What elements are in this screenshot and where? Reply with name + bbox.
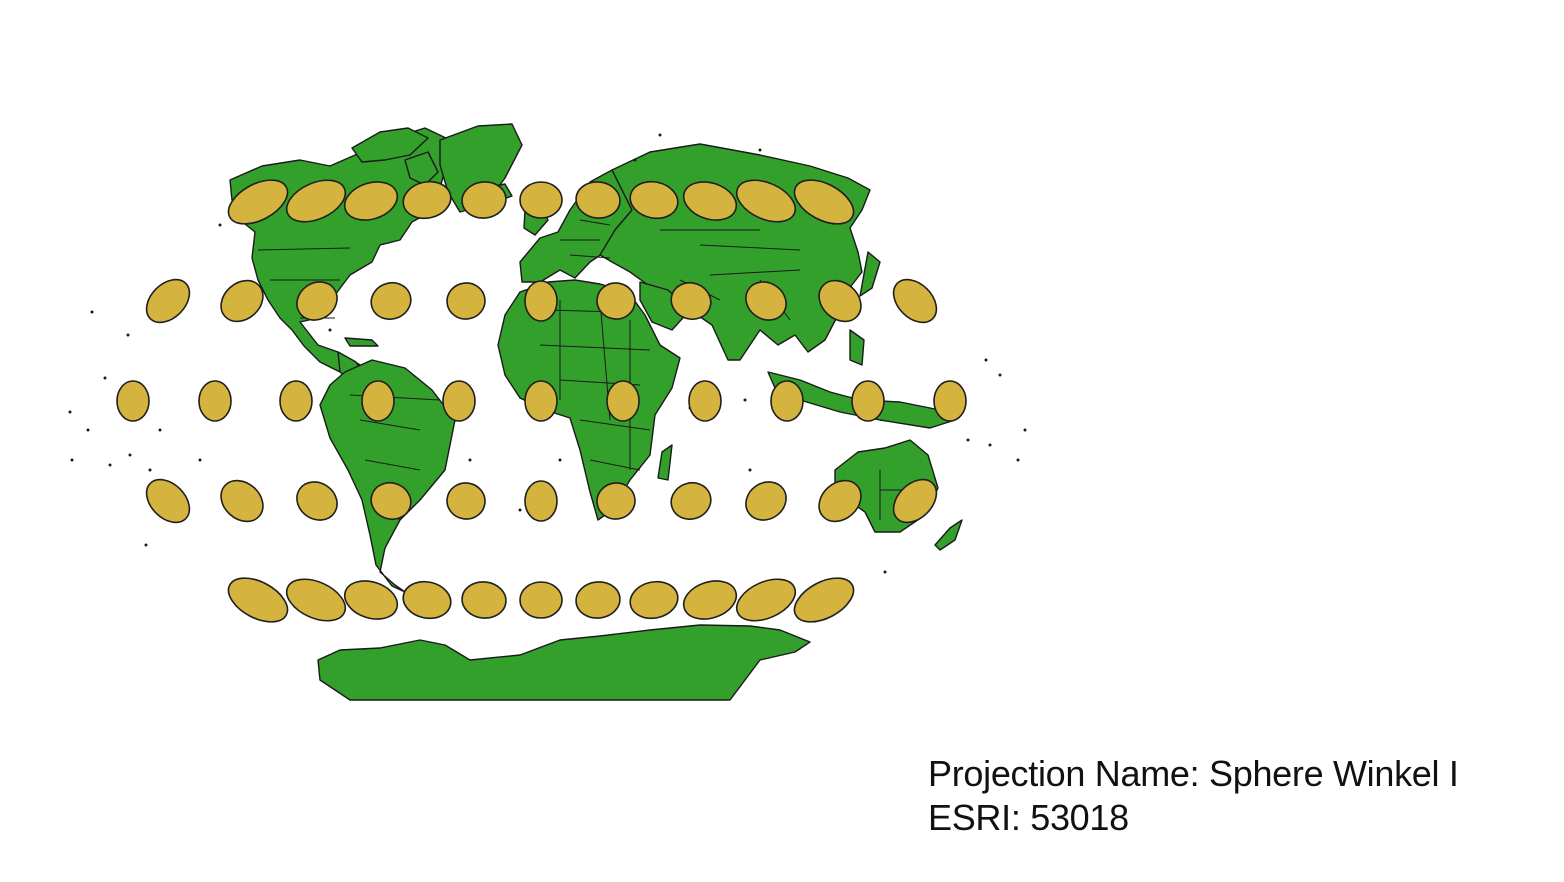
tissot-indicatrix bbox=[227, 577, 289, 623]
projection-caption: Projection Name: Sphere Winkel I ESRI: 5… bbox=[928, 752, 1459, 840]
tissot-indicatrix bbox=[575, 181, 621, 219]
caribbean-islands bbox=[344, 337, 379, 347]
tissot-indicatrix bbox=[735, 179, 797, 223]
tissot-indicatrix bbox=[818, 279, 862, 323]
tissot-indicatrix bbox=[524, 280, 558, 322]
tissot-indicatrix bbox=[524, 480, 558, 522]
tissot-indicatrix bbox=[524, 380, 558, 422]
tissot-indicatrix bbox=[296, 281, 338, 321]
philippines bbox=[849, 329, 865, 366]
japan bbox=[859, 251, 881, 297]
tissot-indicatrix bbox=[606, 380, 640, 422]
tissot-indicatrix bbox=[519, 581, 563, 619]
tissot-indicatrix bbox=[793, 179, 855, 225]
tissot-indicatrix bbox=[220, 279, 264, 323]
tissot-indicatrix bbox=[629, 180, 679, 220]
tissot-indicatrix bbox=[227, 179, 289, 225]
tissot-indicatrix bbox=[361, 380, 395, 422]
tissot-indicatrix bbox=[596, 482, 636, 520]
small-islands bbox=[68, 133, 1027, 574]
tissot-indicatrix bbox=[461, 581, 507, 619]
tissot-indicatrix bbox=[519, 181, 563, 219]
tissot-indicatrix bbox=[442, 380, 476, 422]
tissot-indicatrix bbox=[446, 482, 486, 520]
tissot-indicatrix bbox=[596, 282, 636, 320]
tissot-indicatrix bbox=[682, 181, 738, 221]
tissot-indicatrix bbox=[279, 380, 313, 422]
tissot-indicatrix bbox=[688, 380, 722, 422]
tissot-indicatrix bbox=[145, 478, 191, 524]
tissot-indicatrix bbox=[370, 281, 412, 321]
tissot-indicatrix bbox=[198, 380, 232, 422]
tissot-indicatrix bbox=[682, 580, 738, 620]
tissot-indicatrix bbox=[818, 479, 862, 523]
tissot-indicatrix bbox=[629, 580, 679, 620]
tissot-indicatrix bbox=[145, 278, 191, 324]
tissot-indicatrix bbox=[745, 281, 787, 321]
tissot-indicatrix bbox=[220, 479, 264, 523]
madagascar bbox=[657, 444, 673, 481]
projection-name-label: Projection Name: Sphere Winkel I bbox=[928, 753, 1459, 794]
tissot-indicatrix bbox=[343, 181, 399, 221]
tissot-indicatrix bbox=[735, 578, 797, 622]
tissot-indicatrices bbox=[116, 179, 967, 623]
arctic-islands bbox=[351, 127, 429, 163]
tissot-indicatrix bbox=[793, 577, 855, 623]
tissot-indicatrix bbox=[461, 181, 507, 219]
tissot-indicatrix bbox=[745, 481, 787, 521]
tissot-indicatrix bbox=[933, 380, 967, 422]
tissot-indicatrix bbox=[670, 281, 712, 321]
tissot-indicatrix bbox=[343, 580, 399, 620]
new-zealand bbox=[934, 519, 963, 551]
tissot-indicatrix bbox=[116, 380, 150, 422]
tissot-indicatrix bbox=[851, 380, 885, 422]
tissot-indicatrix bbox=[892, 478, 938, 524]
arabia bbox=[639, 281, 691, 331]
tissot-indicatrix bbox=[575, 581, 621, 619]
tissot-indicatrix bbox=[670, 481, 712, 521]
baffin-island bbox=[404, 151, 439, 186]
tissot-indicatrix bbox=[285, 578, 347, 622]
antarctica bbox=[317, 624, 811, 701]
tissot-indicatrix bbox=[770, 380, 804, 422]
tissot-indicatrix bbox=[296, 481, 338, 521]
tissot-indicatrix bbox=[446, 282, 486, 320]
tissot-indicatrix bbox=[370, 481, 412, 521]
tissot-indicatrix bbox=[402, 580, 452, 620]
tissot-indicatrix bbox=[892, 278, 938, 324]
tissot-indicatrix bbox=[402, 180, 452, 220]
tissot-indicatrix bbox=[285, 179, 347, 223]
projection-code-label: ESRI: 53018 bbox=[928, 797, 1129, 838]
